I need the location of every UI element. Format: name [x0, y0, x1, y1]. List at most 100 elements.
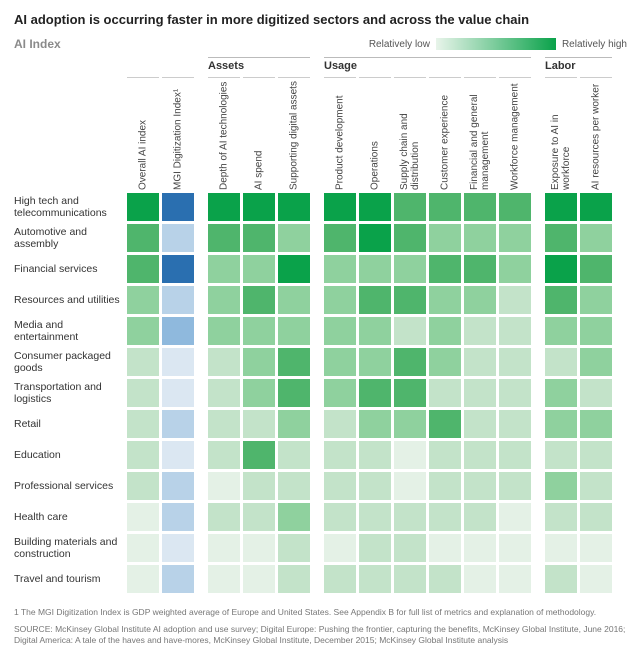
- heatmap-cell: [545, 565, 577, 593]
- group-header: Labor: [545, 57, 612, 74]
- heatmap-cell: [545, 379, 577, 407]
- heatmap-cell: [324, 317, 356, 345]
- heatmap-cell: [429, 503, 461, 531]
- heatmap-cell: [580, 224, 612, 252]
- heatmap-cell: [394, 565, 426, 593]
- column-header: Overall AI index: [127, 77, 159, 190]
- heatmap-cell: [580, 379, 612, 407]
- heatmap-cell: [243, 534, 275, 562]
- heatmap-cell: [324, 224, 356, 252]
- heatmap-cell: [278, 410, 310, 438]
- heatmap-cell: [545, 255, 577, 283]
- row-label: Professional services: [14, 480, 124, 492]
- heatmap-cell: [278, 441, 310, 469]
- heatmap-cell: [499, 348, 531, 376]
- heatmap-cell: [127, 410, 159, 438]
- heatmap-cell: [278, 255, 310, 283]
- heatmap-cell: [127, 224, 159, 252]
- heatmap-cell: [359, 379, 391, 407]
- heatmap-cell: [208, 317, 240, 345]
- heatmap-grid: AssetsUsageLaborOverall AI indexMGI Digi…: [14, 57, 627, 593]
- heatmap-cell: [208, 503, 240, 531]
- heatmap-cell: [243, 410, 275, 438]
- heatmap-cell: [464, 286, 496, 314]
- heatmap-cell: [162, 193, 194, 221]
- heatmap-cell: [545, 224, 577, 252]
- heatmap-cell: [324, 441, 356, 469]
- heatmap-cell: [127, 255, 159, 283]
- heatmap-cell: [324, 348, 356, 376]
- heatmap-cell: [429, 565, 461, 593]
- heatmap-cell: [208, 379, 240, 407]
- heatmap-cell: [580, 472, 612, 500]
- row-label: Retail: [14, 418, 124, 430]
- heatmap-cell: [278, 193, 310, 221]
- heatmap-cell: [127, 534, 159, 562]
- heatmap-cell: [394, 224, 426, 252]
- heatmap-cell: [464, 565, 496, 593]
- column-header: AI resources per worker: [580, 77, 612, 190]
- heatmap-cell: [359, 348, 391, 376]
- column-header: AI spend: [243, 77, 275, 190]
- heatmap-cell: [464, 255, 496, 283]
- heatmap-cell: [394, 441, 426, 469]
- heatmap-cell: [499, 410, 531, 438]
- column-header: Financial and general management: [464, 77, 496, 190]
- heatmap-cell: [324, 565, 356, 593]
- legend-low-label: Relatively low: [369, 39, 430, 50]
- heatmap-cell: [394, 503, 426, 531]
- heatmap-cell: [545, 286, 577, 314]
- chart-subtitle: AI Index: [14, 37, 61, 51]
- heatmap-cell: [499, 255, 531, 283]
- column-header: MGI Digitization Index¹: [162, 77, 194, 190]
- group-header: Usage: [324, 57, 531, 74]
- footnote: 1 The MGI Digitization Index is GDP weig…: [14, 607, 627, 618]
- heatmap-cell: [499, 193, 531, 221]
- heatmap-cell: [127, 565, 159, 593]
- heatmap-cell: [499, 503, 531, 531]
- heatmap-cell: [429, 193, 461, 221]
- heatmap-cell: [580, 286, 612, 314]
- legend: Relatively low Relatively high: [369, 38, 627, 50]
- heatmap-cell: [429, 255, 461, 283]
- row-label: Media and entertainment: [14, 319, 124, 343]
- heatmap-cell: [429, 441, 461, 469]
- heatmap-cell: [429, 410, 461, 438]
- heatmap-cell: [429, 348, 461, 376]
- heatmap-cell: [208, 410, 240, 438]
- row-label: Education: [14, 449, 124, 461]
- heatmap-cell: [359, 224, 391, 252]
- legend-high-label: Relatively high: [562, 39, 627, 50]
- heatmap-cell: [464, 317, 496, 345]
- heatmap-cell: [545, 534, 577, 562]
- row-label: Automotive and assembly: [14, 226, 124, 250]
- heatmap-cell: [127, 441, 159, 469]
- heatmap-cell: [162, 410, 194, 438]
- heatmap-cell: [499, 472, 531, 500]
- heatmap-cell: [324, 410, 356, 438]
- heatmap-cell: [162, 224, 194, 252]
- heatmap-cell: [243, 317, 275, 345]
- column-header: Depth of AI technologies: [208, 77, 240, 190]
- heatmap-cell: [162, 317, 194, 345]
- heatmap-cell: [127, 193, 159, 221]
- chart-title: AI adoption is occurring faster in more …: [14, 12, 627, 27]
- heatmap-cell: [394, 193, 426, 221]
- heatmap-cell: [580, 193, 612, 221]
- heatmap-cell: [464, 441, 496, 469]
- heatmap-cell: [464, 472, 496, 500]
- row-label: Travel and tourism: [14, 573, 124, 585]
- heatmap-cell: [580, 534, 612, 562]
- heatmap-cell: [499, 565, 531, 593]
- heatmap-cell: [243, 565, 275, 593]
- heatmap-cell: [429, 286, 461, 314]
- heatmap-cell: [464, 224, 496, 252]
- heatmap-cell: [278, 348, 310, 376]
- heatmap-cell: [394, 255, 426, 283]
- column-header: Customer experience: [429, 77, 461, 190]
- heatmap-cell: [580, 410, 612, 438]
- heatmap-cell: [499, 441, 531, 469]
- heatmap-cell: [464, 379, 496, 407]
- heatmap-cell: [208, 224, 240, 252]
- heatmap-cell: [580, 348, 612, 376]
